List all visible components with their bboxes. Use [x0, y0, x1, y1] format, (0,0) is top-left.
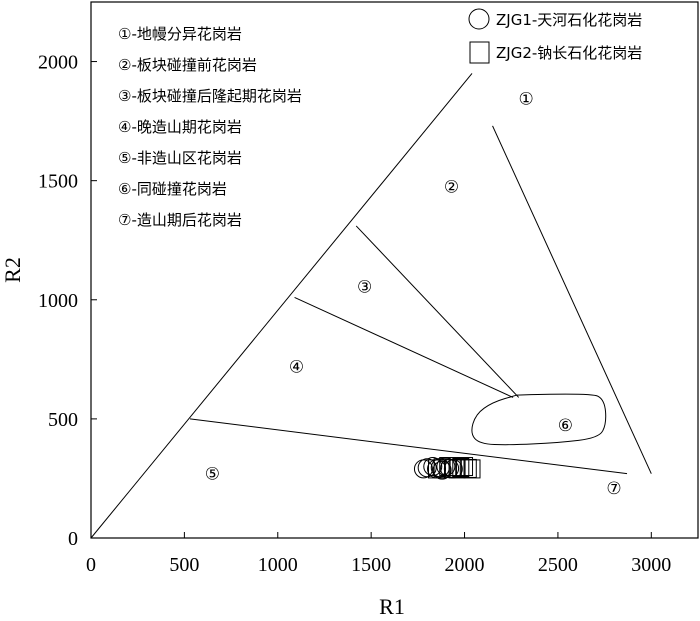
region-label: ③ — [357, 278, 372, 298]
boundary-line — [294, 296, 514, 398]
y-tick-label: 2000 — [38, 52, 78, 74]
region-label: ① — [519, 89, 534, 109]
zjg2-square-marker — [456, 457, 474, 477]
y-tick-label: 1000 — [38, 290, 78, 312]
zjg2-square-marker — [439, 457, 457, 477]
x-axis-title: R1 — [379, 594, 405, 619]
zjg1-circle-marker — [423, 457, 443, 477]
zjg1-circle-marker — [417, 458, 437, 478]
region-legend-item: ⑤-非造山区花岗岩 — [118, 149, 242, 167]
x-tick-label: 2000 — [445, 554, 485, 576]
y-tick-label: 500 — [48, 409, 78, 431]
zjg2-square-marker — [463, 459, 481, 479]
zjg2-square-marker — [448, 459, 466, 479]
region-legend-item: ③-板块碰撞后隆起期花岗岩 — [118, 87, 302, 105]
region-legend-item: ①-地幔分异花岗岩 — [118, 25, 242, 43]
x-tick-label: 1500 — [351, 554, 391, 576]
y-tick-label: 0 — [68, 528, 78, 550]
zjg2-square-marker — [452, 457, 470, 477]
region-labels: ① ② ③ ④ ⑤ ⑥ ⑦ — [205, 89, 622, 498]
legend-circle-marker — [468, 8, 490, 30]
series-legend-label: ZJG1-天河石化花岗岩 — [496, 11, 642, 29]
boundary-line — [90, 73, 473, 539]
sample-points — [413, 457, 481, 480]
zjg2-square-marker — [428, 459, 446, 479]
region-label: ⑦ — [606, 479, 621, 499]
legend-square-marker — [469, 41, 490, 64]
series-legend: ZJG1-天河石化花岗岩 ZJG2-钠长石化花岗岩 — [468, 8, 642, 64]
region-label: ④ — [289, 357, 304, 377]
field-6-outline — [471, 393, 607, 446]
region-legend-item: ⑦-造山期后花岗岩 — [118, 211, 242, 229]
region-legend-item: ⑥-同碰撞花岗岩 — [118, 180, 227, 198]
boundary-line — [189, 418, 628, 475]
region-legend-item: ④-晚造山期花岗岩 — [118, 118, 242, 136]
y-tick-label: 1500 — [38, 171, 78, 193]
boundary-line — [492, 125, 652, 474]
x-tick-label: 0 — [86, 554, 96, 576]
x-tick-label: 2500 — [538, 554, 578, 576]
y-axis-title: R2 — [0, 257, 25, 283]
region-legend: ①-地幔分异花岗岩 ②-板块碰撞前花岗岩 ③-板块碰撞后隆起期花岗岩 ④-晚造山期花岗… — [118, 25, 302, 229]
series-legend-label: ZJG2-钠长石化花岗岩 — [496, 44, 642, 62]
region-label: ⑤ — [205, 465, 220, 485]
region-label: ⑥ — [558, 416, 573, 436]
axes: 0 500 1000 1500 2000 2500 3000 0 500 1000 1500 2000 — [38, 1, 699, 576]
plot-frame — [90, 1, 699, 539]
region-legend-item: ②-板块碰撞前花岗岩 — [118, 56, 257, 74]
boundary-line — [355, 225, 520, 398]
x-tick-label: 1000 — [258, 554, 298, 576]
x-tick-label: 500 — [169, 554, 199, 576]
zjg2-square-marker — [433, 458, 451, 478]
x-tick-label: 3000 — [631, 554, 671, 576]
region-label: ② — [444, 178, 459, 198]
field-boundaries — [90, 73, 652, 539]
zjg1-circle-marker — [432, 460, 452, 480]
